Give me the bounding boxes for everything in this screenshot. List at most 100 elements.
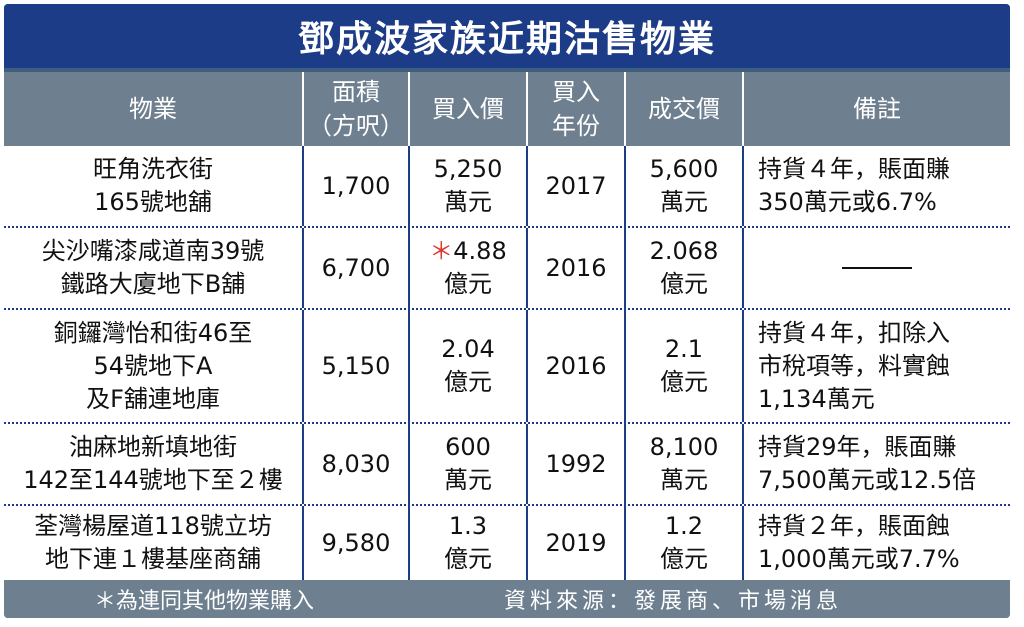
sell-price-cell: 2.1 億元 — [626, 310, 744, 422]
area-value: 1,700 — [321, 171, 391, 200]
buy-price-unit: 億元 — [444, 270, 492, 298]
area-cell: 6,700 — [304, 228, 410, 308]
sell-price-cell: 1.2 億元 — [626, 506, 744, 580]
property-line: 旺角洗衣街 — [93, 155, 213, 183]
sell-price-value: 1.2 — [664, 512, 704, 540]
property-line: 尖沙嘴漆咸道南39號 — [41, 237, 265, 265]
sell-price-cell: 2.068 億元 — [626, 228, 744, 308]
buy-year-value: 1992 — [545, 449, 607, 478]
note-line: 持貨４年，賬面賺 — [758, 155, 950, 183]
area-cell: 5,150 — [304, 310, 410, 422]
header-label: 備註 — [853, 95, 901, 123]
note-line: 持貨２年，賬面蝕 — [758, 512, 950, 540]
property-line: 鐵路大廈地下B舖 — [60, 270, 246, 298]
buy-year-cell: 2016 — [528, 310, 626, 422]
property-line: 54號地下A — [93, 351, 213, 380]
area-value: 9,580 — [321, 528, 391, 557]
table-body: 旺角洗衣街 165號地舖 1,700 5,250 萬元 2017 5,600 萬… — [4, 146, 1010, 580]
sell-price-unit: 億元 — [660, 545, 708, 573]
buy-price-value: 5,250 — [433, 155, 503, 183]
property-line: 165號地舖 — [94, 188, 212, 216]
note-cell: 持貨４年，扣除入 市稅項等，料實蝕 1,134萬元 — [744, 310, 1010, 422]
header-note: 備註 — [744, 72, 1010, 146]
header-label: 買入價 — [432, 95, 504, 123]
note-line: 1,000萬元或7.7% — [758, 545, 960, 573]
note-cell: 持貨29年，賬面賺 7,500萬元或12.5倍 — [744, 424, 1010, 504]
source-note: 資料來源：發展商、市場消息 — [504, 589, 843, 614]
header-property: 物業 — [4, 72, 304, 146]
sell-price-unit: 億元 — [660, 368, 708, 396]
note-line: 7,500萬元或12.5倍 — [758, 466, 977, 494]
buy-price-value: 600 — [445, 433, 491, 461]
property-line: 142至144號地下至２樓 — [23, 466, 283, 494]
header-sell-price: 成交價 — [626, 72, 744, 146]
area-cell: 8,030 — [304, 424, 410, 504]
property-cell: 銅鑼灣怡和街46至 54號地下A 及F舖連地庫 — [4, 310, 304, 422]
buy-year-cell: 2016 — [528, 228, 626, 308]
table-footer: ＊為連同其他物業購入 資料來源：發展商、市場消息 — [4, 580, 1010, 618]
buy-year-value: 2019 — [545, 528, 607, 557]
footnote: ＊為連同其他物業購入 — [93, 589, 314, 614]
buy-price-unit: 億元 — [444, 545, 492, 573]
buy-price-cell: 5,250 萬元 — [410, 146, 528, 226]
buy-year-cell: 2017 — [528, 146, 626, 226]
buy-price-unit: 億元 — [444, 368, 492, 396]
table-row: 尖沙嘴漆咸道南39號 鐵路大廈地下B舖 6,700 ＊4.88 億元 2016 … — [4, 228, 1010, 310]
buy-price-value: 1.3 — [448, 512, 488, 540]
header-label: 成交價 — [648, 95, 720, 123]
table-row: 荃灣楊屋道118號立坊 地下連１樓基座商舖 9,580 1.3 億元 2019 … — [4, 506, 1010, 580]
area-cell: 1,700 — [304, 146, 410, 226]
header-buy-year: 買入 年份 — [528, 72, 626, 146]
property-cell: 油麻地新填地街 142至144號地下至２樓 — [4, 424, 304, 504]
table-row: 油麻地新填地街 142至144號地下至２樓 8,030 600 萬元 1992 … — [4, 424, 1010, 506]
buy-price-value: 2.04 — [441, 335, 495, 363]
sell-price-unit: 萬元 — [660, 188, 708, 216]
header-label: 買入 年份 — [552, 78, 600, 140]
buy-price-cell: ＊4.88 億元 — [410, 228, 528, 308]
buy-year-cell: 2019 — [528, 506, 626, 580]
property-line: 油麻地新填地街 — [69, 433, 237, 461]
sell-price-value: 5,600 — [649, 155, 719, 183]
area-value: 5,150 — [321, 351, 391, 380]
asterisk-marker: ＊ — [429, 237, 454, 265]
table-row: 銅鑼灣怡和街46至 54號地下A 及F舖連地庫 5,150 2.04 億元 20… — [4, 310, 1010, 424]
note-cell: 持貨４年，賬面賺 350萬元或6.7% — [744, 146, 1010, 226]
note-line: 市稅項等，料實蝕 — [758, 351, 950, 380]
sell-price-value: 2.068 — [649, 237, 719, 265]
buy-year-value: 2016 — [545, 253, 607, 282]
table-frame: 鄧成波家族近期沽售物業 物業 面積 （方呎） 買入價 買入 年份 成交價 備註 … — [4, 4, 1010, 618]
property-cell: 尖沙嘴漆咸道南39號 鐵路大廈地下B舖 — [4, 228, 304, 308]
buy-year-value: 2016 — [545, 351, 607, 380]
note-line: 1,134萬元 — [758, 384, 875, 413]
buy-price-unit: 萬元 — [444, 188, 492, 216]
table-title: 鄧成波家族近期沽售物業 — [4, 4, 1010, 68]
table-header: 物業 面積 （方呎） 買入價 買入 年份 成交價 備註 — [4, 72, 1010, 146]
property-line: 及F舖連地庫 — [86, 384, 220, 413]
sell-price-unit: 億元 — [660, 270, 708, 298]
buy-price-cell: 2.04 億元 — [410, 310, 528, 422]
sell-price-value: 8,100 — [649, 433, 719, 461]
sell-price-cell: 5,600 萬元 — [626, 146, 744, 226]
header-buy-price: 買入價 — [410, 72, 528, 146]
header-label: 面積 （方呎） — [308, 78, 404, 140]
property-line: 荃灣楊屋道118號立坊 — [34, 512, 272, 540]
note-line: 持貨４年，扣除入 — [758, 318, 950, 347]
note-cell-empty — [744, 228, 1010, 308]
sell-price-unit: 萬元 — [660, 466, 708, 494]
buy-price-cell: 1.3 億元 — [410, 506, 528, 580]
buy-price-line: ＊4.88 — [429, 235, 506, 268]
buy-year-value: 2017 — [545, 171, 607, 200]
table-row: 旺角洗衣街 165號地舖 1,700 5,250 萬元 2017 5,600 萬… — [4, 146, 1010, 228]
area-value: 8,030 — [321, 449, 391, 478]
buy-price-cell: 600 萬元 — [410, 424, 528, 504]
sell-price-cell: 8,100 萬元 — [626, 424, 744, 504]
header-area: 面積 （方呎） — [304, 72, 410, 146]
property-line: 地下連１樓基座商舖 — [45, 545, 261, 573]
property-cell: 旺角洗衣街 165號地舖 — [4, 146, 304, 226]
area-value: 6,700 — [321, 253, 391, 282]
buy-year-cell: 1992 — [528, 424, 626, 504]
note-cell: 持貨２年，賬面蝕 1,000萬元或7.7% — [744, 506, 1010, 580]
note-line: 350萬元或6.7% — [758, 188, 937, 216]
buy-price-value: 4.88 — [453, 237, 507, 265]
property-line: 銅鑼灣怡和街46至 — [53, 318, 253, 347]
